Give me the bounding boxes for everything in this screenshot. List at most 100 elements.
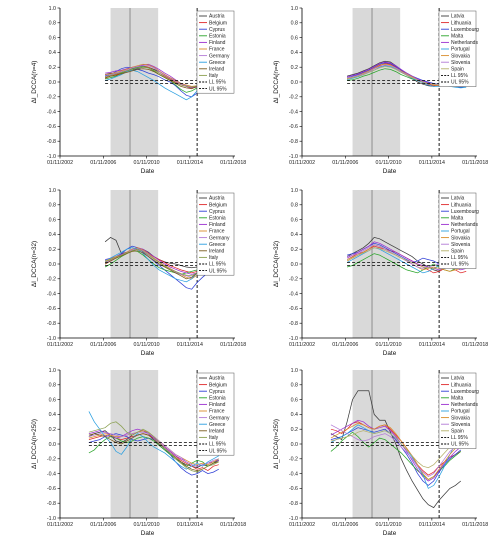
y-tick-label: 0.8 [49,203,56,209]
legend-label: Cyprus [209,209,225,215]
chart-panel-1: 1.00.80.60.40.20.0-0.2-0.4-0.6-0.8-1.001… [31,6,246,175]
x-tick-label: 01/11/2014 [177,342,203,348]
y-tick-label: -0.4 [289,109,298,115]
series-line-estonia [88,436,220,467]
series-line-latvia [330,390,462,509]
x-tick-label: 01/11/2002 [289,342,315,348]
y-axis-label: ΔI_DCCA(n=32) [273,241,280,287]
crisis-shaded-region [110,8,159,156]
series-line-ireland [88,433,219,471]
y-tick-label: 0.4 [49,232,56,238]
legend-label: LL 95% [451,255,468,261]
y-tick-label: 1.0 [291,6,298,12]
y-tick-label: 0.8 [291,21,298,27]
x-tick-label: 01/11/2002 [289,160,315,166]
y-tick-label: -0.2 [289,457,298,463]
legend-label: Greece [209,422,226,428]
legend-label: Belgium [209,20,227,26]
x-axis-label: Date [141,530,155,537]
legend-label: Estonia [209,396,226,402]
legend-label: Cyprus [209,389,225,395]
chart-panel-6: 1.00.80.60.40.20.0-0.2-0.4-0.6-0.8-1.001… [273,368,488,537]
legend-label: France [209,409,225,415]
x-tick-label: 01/11/2010 [376,342,402,348]
legend-label: Germany [209,415,230,421]
x-axis-label: Date [383,168,397,175]
y-tick-label: -0.2 [289,277,298,283]
x-tick-label: 01/11/2006 [90,160,116,166]
legend-label: Latvia [451,14,465,20]
legend-label: Latvia [451,196,465,202]
legend-label: Ireland [209,249,225,255]
y-tick-label: 1.0 [291,368,298,374]
y-tick-label: -0.4 [289,471,298,477]
legend-label: Lithuania [451,382,472,388]
legend-label: Spain [451,67,464,73]
x-tick-label: 01/11/2018 [220,522,246,528]
y-tick-label: 1.0 [291,188,298,194]
legend-label: Finland [209,402,226,408]
legend-label: Ireland [209,67,225,73]
legend-label: LL 95% [451,73,468,79]
legend-label: Finland [209,222,226,228]
y-axis-label: ΔI_DCCA(n=250) [273,419,280,469]
crisis-shaded-region [110,190,159,338]
legend-label: UL 95% [209,268,227,274]
x-tick-label: 01/11/2018 [220,160,246,166]
legend-label: Italy [209,435,219,441]
legend-label: Lithuania [451,202,472,208]
legend-box [196,372,235,456]
x-tick-label: 01/11/2010 [376,522,402,528]
y-tick-label: 0.2 [49,65,56,71]
legend-label: Austria [209,14,225,20]
legend-label: Austria [209,196,225,202]
y-tick-label: 0.6 [291,397,298,403]
y-tick-label: -0.6 [289,486,298,492]
y-axis-label: ΔI_DCCA(n=4) [31,61,38,104]
x-tick-label: 01/11/2006 [332,522,358,528]
legend-label: Belgium [209,202,227,208]
y-tick-label: 0.2 [291,427,298,433]
legend-label: Netherlands [451,222,478,228]
x-tick-label: 01/11/2014 [419,160,445,166]
x-tick-label: 01/11/2014 [419,522,445,528]
y-tick-label: -0.4 [47,471,56,477]
x-tick-label: 01/11/2010 [134,342,160,348]
legend-box [438,372,477,449]
y-tick-label: 1.0 [49,188,56,194]
y-tick-label: -0.6 [289,306,298,312]
legend-label: Malta [451,34,463,40]
y-tick-label: -1.0 [289,336,298,342]
x-tick-label: 01/11/2006 [332,160,358,166]
legend-label: LL 95% [209,262,226,268]
legend-label: Germany [209,53,230,59]
x-tick-label: 01/11/2006 [90,522,116,528]
y-tick-label: 0.8 [291,383,298,389]
legend-label: France [209,47,225,53]
legend-label: Portugal [451,47,470,53]
legend-label: Netherlands [451,402,478,408]
y-tick-label: -0.8 [289,139,298,145]
crisis-shaded-region [110,370,159,518]
y-tick-label: 0.4 [49,412,56,418]
chart-panel-5: 1.00.80.60.40.20.0-0.2-0.4-0.6-0.8-1.001… [31,368,246,537]
y-tick-label: -0.2 [47,457,56,463]
y-tick-label: -0.8 [47,321,56,327]
crisis-shaded-region [352,370,401,518]
legend-label: Greece [209,242,226,248]
x-tick-label: 01/11/2014 [419,342,445,348]
y-tick-label: 1.0 [49,6,56,12]
x-axis-label: Date [141,168,155,175]
y-tick-label: -1.0 [47,336,56,342]
crisis-shaded-region [352,8,401,156]
legend-label: Portugal [451,409,470,415]
legend-label: Malta [451,396,463,402]
y-tick-label: 0.0 [291,262,298,268]
y-tick-label: -0.8 [47,501,56,507]
y-tick-label: -0.2 [289,95,298,101]
legend-label: Luxembourg [451,27,479,33]
y-tick-label: -0.6 [47,306,56,312]
y-tick-label: -0.4 [47,109,56,115]
series-line-luxembourg [330,427,462,486]
y-tick-label: 0.8 [49,21,56,27]
